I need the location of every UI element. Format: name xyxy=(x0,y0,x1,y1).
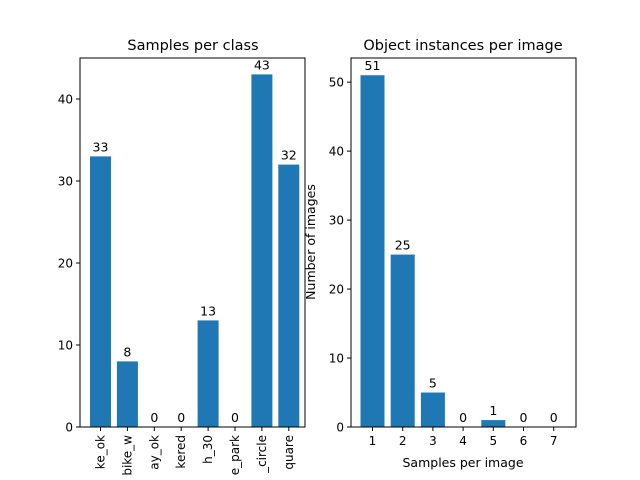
y-tick-label: 40 xyxy=(58,93,73,107)
y-tick-label: 0 xyxy=(65,421,73,435)
y-axis-ticks: 0 10 20 30 40 xyxy=(58,93,80,435)
y-tick-label: 20 xyxy=(329,283,344,297)
bar-value-label: 1 xyxy=(489,403,497,418)
bar-value-label: 33 xyxy=(93,139,109,154)
bar xyxy=(90,156,111,427)
bar xyxy=(481,420,506,427)
bar-value-label: 0 xyxy=(231,410,239,425)
bar xyxy=(197,320,219,427)
y-tick-label: 10 xyxy=(58,339,73,353)
bar-value-label: 5 xyxy=(429,376,437,391)
bars-group xyxy=(360,75,506,428)
y-tick-label: 30 xyxy=(329,214,344,228)
x-tick-label: 3 xyxy=(429,434,437,448)
x-tick-label: _circle xyxy=(255,435,269,474)
bar xyxy=(390,254,415,427)
x-tick-label: kered xyxy=(174,435,188,469)
bar-value-label: 0 xyxy=(459,410,467,425)
bar-labels-group: 51 25 5 0 1 0 0 xyxy=(365,58,558,425)
bar xyxy=(360,75,385,428)
bar-value-label: 32 xyxy=(281,148,297,163)
x-tick-label: e_park xyxy=(228,435,242,475)
bar-value-label: 0 xyxy=(550,410,558,425)
chart-title: Object instances per image xyxy=(363,38,562,54)
bar-value-label: 0 xyxy=(150,410,158,425)
bar-value-label: 8 xyxy=(123,344,131,359)
x-tick-label: 6 xyxy=(520,434,528,448)
bars-group xyxy=(90,74,300,428)
bar-value-label: 0 xyxy=(177,410,185,425)
plot-frame xyxy=(79,57,306,428)
x-tick-label: 1 xyxy=(369,434,377,448)
x-tick-label: ke_ok xyxy=(94,435,108,469)
bar-value-label: 13 xyxy=(200,303,216,318)
y-axis-ticks: 0 10 20 30 40 50 xyxy=(329,76,351,435)
x-tick-label: 4 xyxy=(459,434,467,448)
x-tick-label: bike_w xyxy=(120,435,134,476)
y-tick-label: 20 xyxy=(58,257,73,271)
plot-frame xyxy=(350,57,577,428)
y-tick-label: 50 xyxy=(329,76,344,90)
bar xyxy=(420,392,445,427)
bar-value-label: 43 xyxy=(254,57,270,72)
x-axis-ticks: 1 2 3 4 5 6 7 xyxy=(369,427,558,448)
y-tick-label: 10 xyxy=(329,352,344,366)
x-axis-ticks: ke_ok bike_w ay_ok kered h_30 e_park _circle qu… xyxy=(94,427,296,476)
x-tick-label: 5 xyxy=(489,434,497,448)
x-tick-label: 2 xyxy=(399,434,407,448)
chart-title: Samples per class xyxy=(127,38,258,54)
y-axis-label: Number of images xyxy=(303,184,318,300)
bar xyxy=(278,164,300,427)
y-tick-label: 30 xyxy=(58,175,73,189)
x-tick-label: h_30 xyxy=(201,435,215,464)
chart-samples-per-class: Samples per class 33 8 0 0 13 0 43 32 0 10 20 30 40… xyxy=(58,38,306,476)
x-tick-label: ay_ok xyxy=(147,435,161,470)
bar-labels-group: 33 8 0 0 13 0 43 32 xyxy=(93,57,297,425)
bar xyxy=(116,361,138,427)
x-axis-label: Samples per image xyxy=(402,455,523,470)
bar-value-label: 0 xyxy=(520,410,528,425)
x-tick-label: 7 xyxy=(550,434,558,448)
y-tick-label: 0 xyxy=(336,421,344,435)
bar-value-label: 25 xyxy=(395,238,411,253)
bar xyxy=(251,74,273,428)
bar-value-label: 51 xyxy=(365,58,381,73)
x-tick-label: quare xyxy=(282,435,296,470)
y-tick-label: 40 xyxy=(329,145,344,159)
